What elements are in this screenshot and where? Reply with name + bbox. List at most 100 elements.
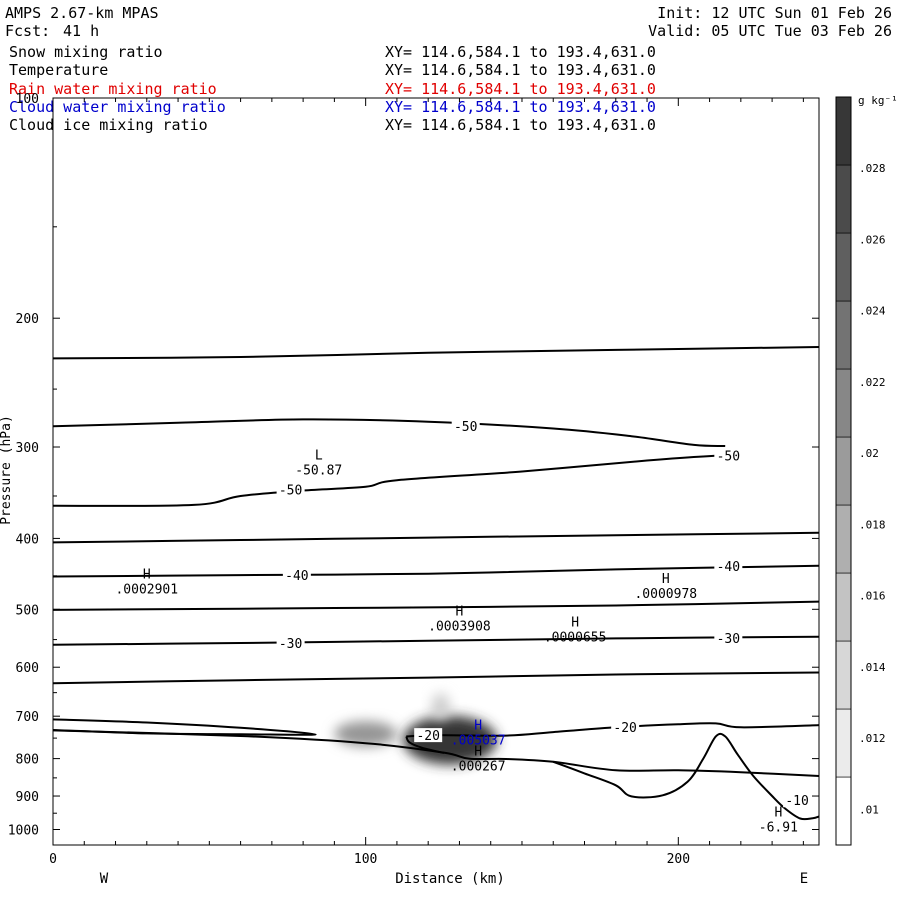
field-name-snow: Snow mixing ratio [9,43,163,61]
temperature-contour-8 [52,718,317,736]
contour-label-1: -50 [717,449,740,464]
colorbar-unit: g kg⁻¹ [858,94,898,107]
y-tick-label-200: 200 [16,312,39,327]
shaded-region-0 [334,721,397,747]
colorbar-band-9 [835,164,852,234]
y-tick-label-800: 800 [16,753,39,768]
contour-label-bg-2 [276,482,305,497]
colorbar-tick-7: .024 [859,305,886,318]
model-title: AMPS 2.67-km MPAS [5,4,159,22]
contour-label-bg-8 [611,719,640,734]
extremum-kind-4: H [662,572,670,587]
plot-axes: 100 200 300 400 500 600 700 800 900 1000 0 100 200 [8,92,820,867]
contour-label-bg-6 [714,630,743,645]
colorbar-frame [835,96,852,846]
extremum-kind-2: H [456,605,464,620]
field-name-temperature: Temperature [9,61,109,79]
contour-label-0: -50 [454,420,477,435]
init-time: Init: 12 UTC Sun 01 Feb 26 [657,4,892,22]
extremum-value-1: .0002901 [115,583,178,598]
contour-label-9: -10 [785,794,808,809]
temperature-contour-11 [52,729,820,777]
y-tick-label-500: 500 [16,603,39,618]
contour-label-2: -50 [279,484,302,499]
field-xy-cloud-ice: XY= 114.6,584.1 to 193.4,631.0 [385,116,656,134]
extremum-value-7: -6.91 [759,821,798,836]
x-tick-label-0: 0 [49,852,57,867]
extremum-kind-6: H [474,744,482,759]
shaded-region-1 [403,715,497,765]
contour-label-bg-0 [451,419,480,434]
y-tick-label-700: 700 [16,710,39,725]
temperature-contour-7 [52,671,820,685]
temperature-contour-5 [52,600,820,611]
colorbar-tick-0: .01 [859,803,879,816]
temperature-contour-3 [52,531,820,544]
colorbar-band-2 [835,640,852,710]
colorbar-band-0 [835,776,852,846]
x-tick-label-100: 100 [354,852,377,867]
extremum-kind-5: H [474,719,482,734]
colorbar-tick-4: .018 [859,518,886,531]
y-tick-label-600: 600 [16,661,39,676]
colorbar-tick-1: .012 [859,732,886,745]
contour-labels: -50 -50 -50 -40 -40 -30 -30 -20 -20 -10 [276,419,812,809]
colorbar-band-1 [835,708,852,778]
forecast-value: 41 h [63,22,100,40]
contour-label-8: -20 [613,721,636,736]
plot-frame [52,97,820,846]
contour-label-bg-4 [714,558,743,573]
colorbar-tick-6: .022 [859,376,886,389]
mixing-ratio-shading [334,693,497,765]
colorbar-tick-9: .028 [859,162,886,175]
temperature-contours [52,346,820,821]
colorbar-band-5 [835,436,852,506]
contour-label-5: -30 [279,637,302,652]
x-axis-east-label: E [800,871,808,887]
y-axis-label: Pressure (hPa) [0,415,14,525]
field-xy-temperature: XY= 114.6,584.1 to 193.4,631.0 [385,61,656,79]
field-xy-rain: XY= 114.6,584.1 to 193.4,631.0 [385,80,656,98]
y-tick-label-900: 900 [16,790,39,805]
extremum-kind-3: H [571,616,579,631]
extremum-value-3: .0000655 [544,631,607,646]
shaded-region-2 [431,693,451,721]
field-name-cloud-water: Cloud water mixing ratio [9,98,226,116]
y-tick-label-300: 300 [16,441,39,456]
field-xy-cloud-water: XY= 114.6,584.1 to 193.4,631.0 [385,98,656,116]
colorbar-tick-5: .02 [859,447,879,460]
colorbar-band-7 [835,300,852,370]
forecast-label: Fcst: [5,22,51,40]
extremum-kind-1: H [143,568,151,583]
colorbar-tick-8: .026 [859,233,886,246]
extremum-value-2: .0003908 [428,620,491,635]
colorbar-tick-3: .016 [859,590,886,603]
contour-label-6: -30 [717,632,740,647]
y-tick-label-100: 100 [16,92,39,107]
colorbar-band-8 [835,232,852,302]
extremum-value-4: .0000978 [634,587,697,602]
field-name-cloud-ice: Cloud ice mixing ratio [9,116,208,134]
field-name-rain: Rain water mixing ratio [9,80,217,98]
field-xy-snow: XY= 114.6,584.1 to 193.4,631.0 [385,43,656,61]
colorbar: .01 .012 .014 .016 .018 .02 .022 .024 .026 .028 [835,96,886,846]
y-tick-label-1000: 1000 [8,824,39,839]
temperature-contour-6 [52,635,820,646]
temperature-contour-0 [52,346,820,360]
contour-label-7: -20 [416,729,439,744]
colorbar-tick-2: .014 [859,661,886,674]
x-tick-label-200: 200 [667,852,690,867]
extremum-value-5: .005037 [451,734,506,749]
contour-label-3: -40 [285,569,308,584]
contour-label-bg-9 [783,793,812,808]
y-tick-label-400: 400 [16,532,39,547]
colorbar-band-3 [835,572,852,642]
temperature-contour-2 [52,454,742,507]
extremum-value-0: -50.87 [295,463,342,478]
contour-label-bg-3 [282,568,311,583]
contour-label-bg-1 [714,448,743,463]
temperature-contour-4 [52,564,820,578]
contour-label-4: -40 [717,560,740,575]
